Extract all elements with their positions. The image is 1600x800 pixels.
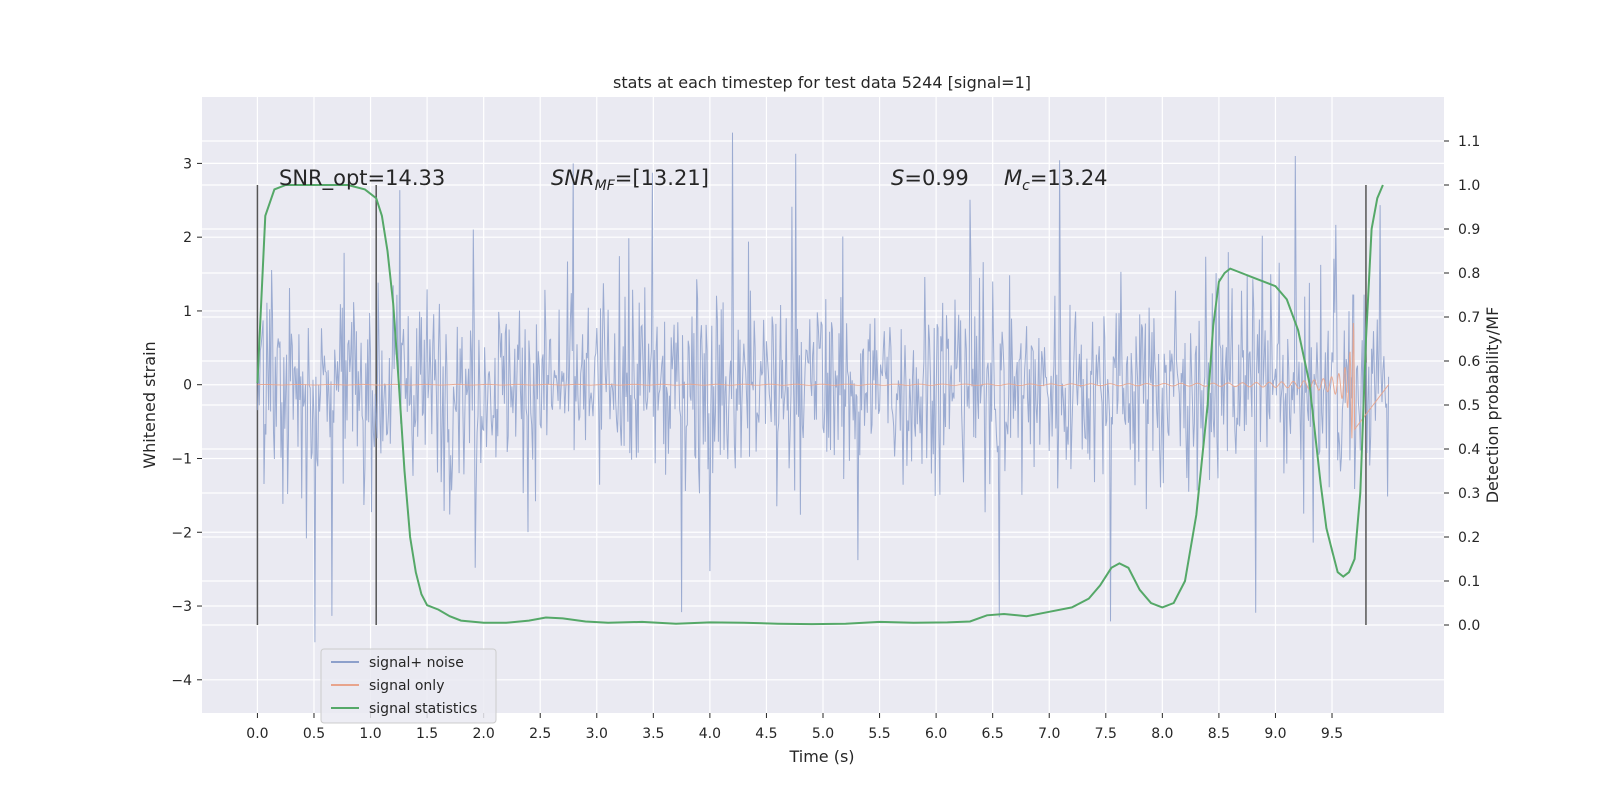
legend: signal+ noise signal only signal statist… [320, 648, 497, 724]
legend-label-signal-noise: signal+ noise [369, 655, 464, 671]
snr-mf-base: SNR [551, 166, 595, 190]
x-tick-label: 1.0 [359, 726, 381, 742]
y-tick-label-right: 0.1 [1458, 574, 1480, 590]
annotation-s: S=0.99 [891, 166, 969, 190]
y-tick-label-left: −4 [171, 673, 192, 689]
x-tick-label: 4.5 [755, 726, 777, 742]
x-tick-label: 9.5 [1321, 726, 1343, 742]
annotation-snr-mf: SNRMF=[13.21] [551, 166, 709, 194]
y-tick-label-right: 0.0 [1458, 618, 1480, 634]
y-tick-label-right: 0.9 [1458, 222, 1480, 238]
y-tick-label-right: 0.6 [1458, 354, 1480, 370]
y-tick-label-left: −3 [171, 599, 192, 615]
annotation-mc: Mc=13.24 [1004, 166, 1108, 194]
y-tick-label-left: −1 [171, 451, 192, 467]
s-symbol: S [891, 166, 904, 190]
x-tick-label: 8.5 [1208, 726, 1230, 742]
annotation-snr-opt: SNR_opt=14.33 [279, 166, 445, 191]
y-tick-label-left: 0 [183, 378, 192, 394]
x-tick-label: 2.0 [473, 726, 495, 742]
x-tick-label: 6.0 [925, 726, 947, 742]
tick-labels: 0.0 0.5 1.0 1.5 2.0 2.5 3.0 3.5 4.0 4.5 5.0 5.5 6.0 6… [171, 134, 1480, 742]
y-tick-label-left: 3 [183, 156, 192, 172]
x-axis-label: Time (s) [788, 747, 854, 766]
x-tick-label: 7.5 [1095, 726, 1117, 742]
x-tick-label: 4.0 [699, 726, 721, 742]
data-series [256, 132, 1390, 643]
x-tick-label: 6.5 [982, 726, 1004, 742]
legend-label-signal-statistics: signal statistics [369, 701, 477, 717]
y-tick-label-right: 1.0 [1458, 178, 1480, 194]
mc-value: =13.24 [1030, 166, 1108, 190]
snr-mf-sub: MF [595, 178, 616, 194]
chart-title: stats at each timestep for test data 524… [613, 73, 1031, 92]
y-tick-label-left: 1 [183, 304, 192, 320]
y-tick-label-right: 1.1 [1458, 134, 1480, 150]
y-tick-label-left: −2 [171, 525, 192, 541]
x-tick-label: 0.0 [246, 726, 268, 742]
y-axis-label-left: Whitened strain [140, 341, 159, 468]
signal-statistics-line [256, 184, 1384, 626]
y-tick-label-right: 0.7 [1458, 310, 1480, 326]
y-tick-label-right: 0.4 [1458, 442, 1480, 458]
x-tick-label: 5.0 [812, 726, 834, 742]
x-tick-label: 8.0 [1151, 726, 1173, 742]
x-tick-label: 9.0 [1264, 726, 1286, 742]
y-axis-label-right: Detection probability/MF [1483, 307, 1502, 504]
x-tick-label: 1.5 [416, 726, 438, 742]
y-tick-label-right: 0.3 [1458, 486, 1480, 502]
x-tick-label: 7.0 [1038, 726, 1060, 742]
y-tick-label-right: 0.2 [1458, 530, 1480, 546]
y-tick-label-right: 0.8 [1458, 266, 1480, 282]
x-tick-label: 0.5 [303, 726, 325, 742]
mc-symbol: M [1004, 166, 1022, 190]
x-tick-label: 3.5 [642, 726, 664, 742]
signal-noise-line [256, 132, 1390, 643]
x-tick-label: 2.5 [529, 726, 551, 742]
grid-lines [202, 97, 1444, 713]
legend-box [320, 648, 497, 724]
x-tick-label: 5.5 [868, 726, 890, 742]
y-tick-label-right: 0.5 [1458, 398, 1480, 414]
mc-sub: c [1022, 178, 1030, 194]
y-tick-label-left: 2 [183, 230, 192, 246]
s-value: =0.99 [904, 166, 968, 190]
signal-only-line [257, 322, 1389, 439]
x-tick-label: 3.0 [586, 726, 608, 742]
snr-mf-value: =[13.21] [615, 166, 709, 190]
legend-label-signal-only: signal only [369, 678, 444, 694]
